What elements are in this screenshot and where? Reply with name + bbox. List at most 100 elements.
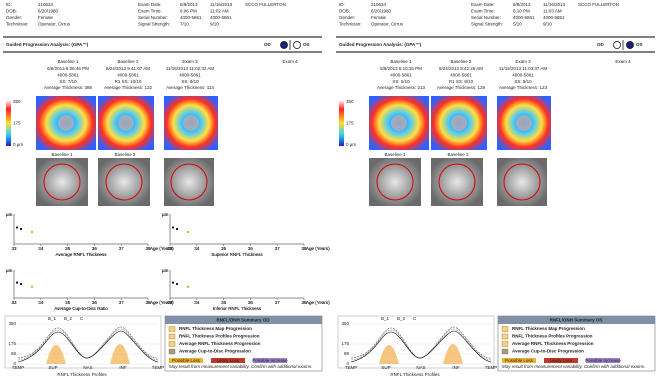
header-value: 11/16/2013: [543, 2, 566, 7]
body: ID:210634Exam Date:6/8/201311/16/2013DOB…: [0, 0, 657, 379]
chart-title: Superior RNFL Thickness: [211, 252, 263, 257]
summary-item: Average RNFL Thickness Progression: [179, 341, 261, 346]
page: {"panels":[ {"header":{"labels":["ID:","…: [0, 0, 657, 379]
exam-detail: Average Thickness: 386: [44, 85, 93, 90]
exam-point: [187, 286, 189, 288]
exam-detail: 11/16/2013 11:03:37 AM: [499, 66, 548, 71]
x-tick-label: INF: [119, 365, 127, 370]
status-icon: [169, 349, 175, 354]
legend-label: B_1: [48, 316, 57, 321]
summary-item: Average Cup-to-Disc Progression: [179, 349, 251, 354]
legend-label: Likely Loss: [550, 358, 573, 363]
y-unit: µm: [6, 268, 13, 273]
optic-disc: [391, 115, 407, 131]
header-label: Serial Number:: [471, 15, 501, 20]
optic-disc: [183, 115, 199, 131]
header-label: ID:: [339, 2, 345, 7]
exam-detail: 4000-5861: [117, 72, 139, 77]
status-icon: [169, 327, 175, 332]
header-value: 11:03 AM: [543, 9, 562, 14]
y-tick-label: 175: [8, 341, 16, 346]
x-tick-label: 33: [167, 300, 173, 305]
fundus-label: Baseline 1: [51, 152, 73, 157]
x-tick-label: 37: [275, 246, 281, 251]
y-tick-label: 88: [344, 351, 350, 356]
exam-detail: 4000-5861: [57, 72, 79, 77]
x-tick-label: 33: [11, 300, 17, 305]
eye-od: OD: [264, 42, 272, 47]
x-tick-label: 35: [221, 300, 227, 305]
header-value: 210634: [371, 2, 387, 7]
y-unit: µm: [162, 268, 169, 273]
status-icon: [502, 327, 508, 332]
legend-label: B_2: [397, 316, 406, 321]
optic-disc: [118, 115, 134, 131]
exam-detail: SS: 9/10: [181, 79, 199, 84]
exam-point: [20, 228, 22, 230]
exam-detail: SS: 5/10: [392, 79, 410, 84]
header-value: Female: [38, 15, 54, 20]
header-value: 4000-5861: [180, 15, 202, 20]
exam-detail: 4000-5861: [450, 72, 472, 77]
eye-od: OD: [597, 42, 605, 47]
fundus-label: Baseline 1: [384, 152, 406, 157]
screenshot: ID:210634Exam Date:6/8/201311/16/2013DOB…: [0, 0, 657, 379]
x-tick-label: INF: [452, 365, 460, 370]
scale-label: 175: [13, 121, 21, 126]
y-unit: µm: [6, 212, 13, 217]
exam-point: [176, 228, 178, 230]
legend-label: Possible Loss: [505, 358, 534, 363]
exam-point: [187, 231, 189, 233]
status-icon: [502, 349, 508, 354]
x-tick-label: 33: [167, 246, 173, 251]
exam-detail: Average Thickness: 132: [104, 85, 153, 90]
exam-detail: SS: 9/10: [514, 79, 532, 84]
eye-os-marker: [627, 42, 634, 49]
header-value: 7/10: [180, 22, 189, 27]
header-label: ID:: [6, 2, 12, 7]
summary-note: May result from measurement variability.…: [502, 364, 645, 369]
x-tick-label: 37: [119, 246, 125, 251]
status-icon: [169, 334, 175, 339]
exam-name: Baseline 2: [450, 59, 472, 64]
header-value: Female: [371, 15, 387, 20]
summary-item: RNFL Thickness Profiles Progression: [512, 334, 593, 339]
exam-detail: 8/24/2013 9:42:26 AM: [439, 66, 483, 71]
header-value: 4000-5861: [513, 15, 535, 20]
exam-point: [20, 283, 22, 285]
header-value: 6/20/1980: [371, 9, 392, 14]
header-label: Technician:: [339, 22, 362, 27]
site-name: SCCO FULLERTON: [245, 2, 286, 7]
optic-disc: [58, 115, 74, 131]
header-value: 4000-5861: [543, 15, 565, 20]
scale-label: 350: [13, 99, 21, 104]
summary-item: RNFL Thickness Map Progression: [179, 326, 252, 331]
legend-label: B_2: [64, 316, 73, 321]
exam-detail: R1 SS: 8/10: [449, 79, 474, 84]
exam-name: Exam 3: [182, 59, 198, 64]
x-tick-label: NAS: [83, 365, 92, 370]
chart-title: Average RNFL Thickness: [56, 252, 108, 257]
y-tick-label: 175: [341, 341, 349, 346]
legend-label: B_1: [381, 316, 390, 321]
header-value: 11:02 AM: [210, 9, 229, 14]
header-label: Exam Time:: [138, 9, 162, 14]
optic-disc: [516, 115, 532, 131]
x-tick-label: 36: [92, 300, 98, 305]
scale-label: 0 µm: [346, 142, 356, 147]
header-label: Signal Strength:: [138, 22, 170, 27]
header-label: Serial Number:: [138, 15, 168, 20]
eye-od-marker: [281, 42, 288, 49]
y-tick-label: 88: [11, 351, 17, 356]
eye-os: OS: [303, 42, 310, 47]
header-value: 9/10: [210, 22, 219, 27]
summary-note: May result from measurement variability.…: [169, 364, 312, 369]
exam-detail: 11/16/2013 11:02:32 AM: [166, 66, 215, 71]
profile-title: RNFL Thickness Profiles: [57, 372, 107, 377]
header-label: Technician:: [6, 22, 29, 27]
summary-title: RNFL/ONH Summary OD: [216, 318, 270, 323]
status-icon: [502, 342, 508, 347]
header-value: Operator, Cirrus: [371, 22, 404, 27]
x-tick-label: 34: [194, 246, 200, 251]
exam-detail: Average Thickness: 129: [437, 85, 486, 90]
